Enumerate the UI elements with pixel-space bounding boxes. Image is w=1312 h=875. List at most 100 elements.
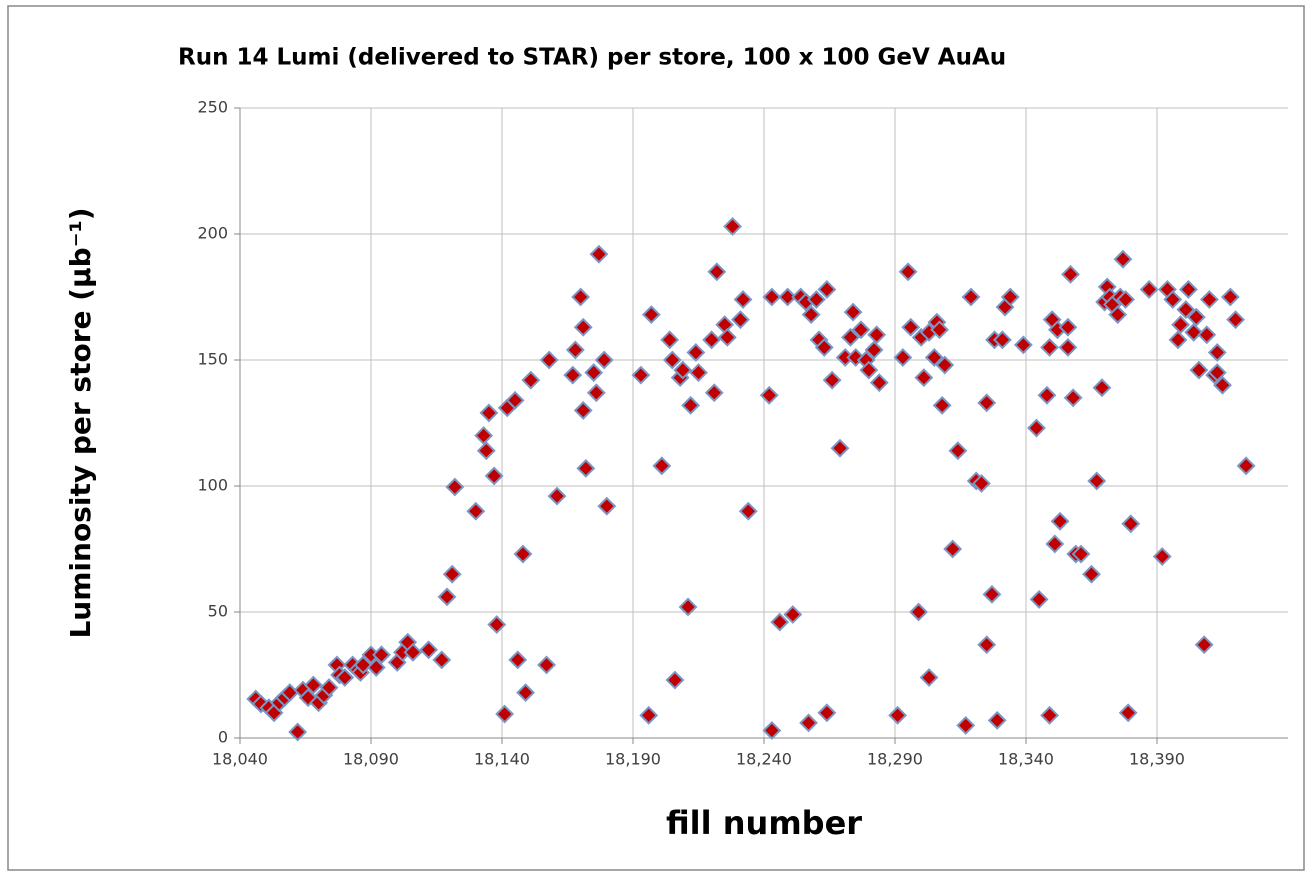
point — [867, 325, 887, 345]
point — [731, 310, 750, 330]
point — [571, 287, 591, 307]
point — [673, 360, 693, 380]
x-tick-label: 18,240 — [736, 750, 792, 769]
point — [1236, 456, 1256, 476]
point — [353, 655, 373, 675]
point — [977, 635, 997, 655]
point — [901, 317, 921, 337]
point — [1197, 325, 1217, 345]
point — [909, 602, 928, 622]
point — [851, 320, 871, 340]
point — [594, 350, 614, 370]
point — [1121, 514, 1141, 534]
point — [476, 441, 496, 461]
x-axis-label: fill number — [666, 804, 862, 842]
point — [1061, 264, 1080, 284]
y-tick-label: 50 — [208, 602, 228, 621]
point — [1045, 534, 1065, 554]
point — [914, 368, 934, 388]
point — [783, 605, 803, 624]
point — [335, 668, 355, 687]
point — [1213, 375, 1232, 395]
point — [859, 360, 879, 380]
point — [1013, 335, 1033, 355]
point — [288, 722, 308, 742]
point — [817, 280, 837, 299]
point — [678, 597, 698, 617]
y-axis-label: Luminosity per store (μb⁻¹) — [64, 207, 97, 638]
grid: 0 50 100 150 200 250 18,040 18,090 18,140 18,190 1… — [197, 98, 1288, 769]
point — [1027, 418, 1046, 438]
point — [442, 564, 462, 584]
x-tick-label: 18,140 — [474, 750, 530, 769]
point — [466, 501, 486, 521]
point — [521, 370, 541, 390]
point — [830, 438, 850, 458]
point — [869, 373, 889, 393]
point — [513, 544, 533, 564]
point — [778, 287, 797, 307]
point — [733, 290, 753, 309]
point — [738, 501, 758, 521]
point — [814, 337, 834, 357]
point — [977, 393, 997, 413]
point — [1108, 305, 1128, 325]
point — [445, 477, 465, 497]
x-tick-label: 18,190 — [605, 750, 661, 769]
point — [935, 355, 955, 375]
point — [437, 587, 457, 607]
point — [702, 330, 722, 350]
point — [597, 496, 617, 516]
point — [948, 441, 968, 461]
point — [898, 262, 918, 282]
point — [432, 650, 452, 670]
point — [516, 683, 535, 703]
point — [1186, 307, 1206, 327]
point — [547, 486, 567, 506]
point — [1082, 564, 1101, 584]
point — [537, 655, 556, 675]
point — [639, 705, 659, 725]
point — [972, 474, 991, 493]
point — [961, 287, 981, 307]
point — [1029, 589, 1049, 609]
y-tick-label: 150 — [197, 350, 228, 369]
x-tick-label: 18,290 — [867, 750, 923, 769]
point — [403, 642, 423, 662]
point — [762, 721, 782, 740]
point — [1092, 378, 1112, 398]
point — [1152, 547, 1172, 566]
point — [943, 539, 963, 559]
x-tick-label: 18,040 — [212, 750, 268, 769]
point — [495, 704, 515, 724]
marks — [246, 217, 1256, 742]
point — [303, 675, 323, 695]
x-tick-label: 18,090 — [343, 750, 399, 769]
point — [801, 305, 821, 325]
point — [1058, 337, 1078, 357]
point — [1179, 280, 1198, 299]
point — [1000, 287, 1020, 307]
point — [1207, 363, 1227, 383]
point — [1194, 635, 1214, 655]
point — [1116, 290, 1135, 309]
point — [419, 640, 439, 660]
point — [508, 650, 528, 670]
point — [893, 348, 913, 367]
point — [1071, 544, 1091, 564]
point — [1037, 385, 1057, 405]
point — [1040, 705, 1059, 725]
chart-frame — [7, 5, 1305, 871]
point — [1087, 471, 1107, 491]
point — [1207, 343, 1227, 362]
point — [1113, 249, 1133, 269]
point — [366, 658, 386, 677]
point — [956, 715, 976, 735]
point — [762, 287, 782, 307]
point — [841, 327, 860, 347]
point — [652, 456, 672, 476]
point — [484, 466, 504, 486]
point — [479, 403, 499, 423]
x-tick-label: 18,390 — [1129, 750, 1185, 769]
